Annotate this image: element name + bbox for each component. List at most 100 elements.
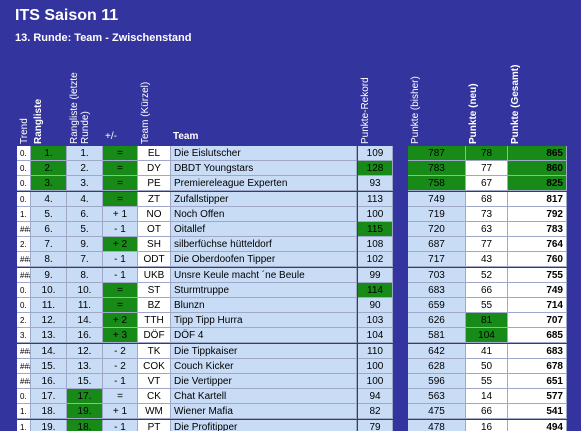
table-cell: + 2	[103, 237, 138, 253]
table-cell: 11.	[67, 298, 103, 313]
table-cell: 6.	[67, 206, 103, 222]
table-cell: - 1	[103, 267, 138, 283]
table-cell: 17.	[31, 389, 67, 405]
table-cell: 749	[508, 282, 567, 298]
table-cell: 114	[358, 282, 393, 298]
table-cell: 104	[466, 328, 508, 344]
table-cell: 110	[358, 343, 393, 359]
table-cell: Die Eislutscher	[171, 146, 357, 161]
table-cell: 52	[466, 267, 508, 283]
table-cell: 703	[408, 267, 466, 283]
table-cell: 1.	[17, 206, 31, 222]
table-cell: 18.	[31, 404, 67, 420]
table-cell: 15.	[31, 358, 67, 374]
table-cell: 16.	[31, 374, 67, 389]
table-cell: SH	[138, 237, 171, 253]
table-cell: 8.	[31, 252, 67, 268]
table-cell: Oitallef	[171, 222, 357, 237]
table-cell: ST	[138, 282, 171, 298]
table-cell: PT	[138, 419, 171, 431]
table-cell: 12.	[67, 343, 103, 359]
table-cell: Noch Offen	[171, 206, 357, 222]
table-cell: 66	[466, 404, 508, 420]
table-cell: 6.	[31, 222, 67, 237]
table-cell: 760	[508, 252, 567, 268]
table-cell: EL	[138, 146, 171, 161]
table-cell: ###	[17, 343, 31, 359]
table-cell: 67	[466, 176, 508, 192]
table-cell: COK	[138, 358, 171, 374]
table-cell: =	[103, 146, 138, 161]
table-cell: ODT	[138, 252, 171, 268]
table-cell: 1.	[67, 146, 103, 161]
table-cell: 3.	[67, 176, 103, 192]
table-cell: 103	[358, 313, 393, 329]
table-cell: 475	[408, 404, 466, 420]
title: ITS Saison 11	[15, 7, 119, 24]
table-cell: 678	[508, 358, 567, 374]
table-cell: TK	[138, 343, 171, 359]
table-cell: - 1	[103, 374, 138, 389]
table-cell: Tipp Tipp Hurra	[171, 313, 357, 329]
table-cell: 541	[508, 404, 567, 420]
table-cell: 8.	[67, 267, 103, 283]
table-cell: DÖF	[138, 328, 171, 344]
table-cell: 17.	[67, 389, 103, 405]
table-cell: 1.	[17, 404, 31, 420]
table-cell: 0.	[17, 389, 31, 405]
table-cell: 115	[358, 222, 393, 237]
table-cell: 0.	[17, 161, 31, 177]
table-cell: 2.	[17, 237, 31, 253]
table-cell: 104	[358, 328, 393, 344]
table-cell: 100	[358, 374, 393, 389]
table-cell: 55	[466, 298, 508, 313]
table-cell: 78	[466, 146, 508, 161]
table-cell: 14	[466, 389, 508, 405]
table-cell: ###	[17, 252, 31, 268]
table-cell: 860	[508, 161, 567, 177]
column-header: Punkte-Rekord	[360, 77, 371, 144]
table-cell: 4.	[31, 191, 67, 207]
table-cell: 108	[358, 237, 393, 253]
table-cell: 3.	[17, 328, 31, 344]
table-cell: Die Vertipper	[171, 374, 357, 389]
table-cell: 63	[466, 222, 508, 237]
table-cell: Sturmtruppe	[171, 282, 357, 298]
table-cell: 494	[508, 419, 567, 431]
table-cell: 478	[408, 419, 466, 431]
table-cell: ###	[17, 267, 31, 283]
table-cell: 720	[408, 222, 466, 237]
table-cell: 596	[408, 374, 466, 389]
table-cell: 4.	[67, 191, 103, 207]
table-cell: =	[103, 298, 138, 313]
table-cell: - 2	[103, 358, 138, 374]
table-cell: 758	[408, 176, 466, 192]
table-cell: 0.	[17, 191, 31, 207]
table-cell: WM	[138, 404, 171, 420]
table-cell: Chat Kartell	[171, 389, 357, 405]
table-cell: 792	[508, 206, 567, 222]
table-cell: - 1	[103, 419, 138, 431]
table-cell: 68	[466, 191, 508, 207]
table-cell: Zufallstipper	[171, 191, 357, 207]
column-header: Trend	[19, 118, 30, 144]
table-cell: 13.	[67, 358, 103, 374]
table-cell: CK	[138, 389, 171, 405]
table-cell: - 2	[103, 343, 138, 359]
table-cell: 12.	[31, 313, 67, 329]
table-cell: 683	[408, 282, 466, 298]
table-cell: 77	[466, 161, 508, 177]
table-cell: 563	[408, 389, 466, 405]
table-cell: 10.	[67, 282, 103, 298]
table-cell: Premiereleague Experten	[171, 176, 357, 192]
table-cell: 81	[466, 313, 508, 329]
table-cell: 2.	[67, 161, 103, 177]
table-cell: 717	[408, 252, 466, 268]
table-cell: 787	[408, 146, 466, 161]
table-cell: 94	[358, 389, 393, 405]
table-cell: 16.	[67, 328, 103, 344]
table-cell: 82	[358, 404, 393, 420]
table-cell: 15.	[67, 374, 103, 389]
table-cell: OT	[138, 222, 171, 237]
